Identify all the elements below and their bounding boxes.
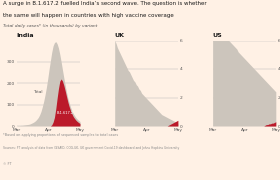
Text: Sources: FT analysis of data from GISAID, COG-UK, UK government Covid-19 dashboa: Sources: FT analysis of data from GISAID… [3,146,179,150]
Text: Total: Total [33,90,42,94]
Text: UK: UK [115,33,125,38]
Text: India: India [17,33,34,38]
Text: A surge in B.1.617.2 fuelled India’s second wave. The question is whether: A surge in B.1.617.2 fuelled India’s sec… [3,1,207,6]
Text: the same will happen in countries with high vaccine coverage: the same will happen in countries with h… [3,13,174,18]
Text: US: US [213,33,222,38]
Text: © FT: © FT [3,162,12,166]
Text: *Based on applying proportions of sequenced samples to total cases: *Based on applying proportions of sequen… [3,133,118,137]
Text: B.1.617.2: B.1.617.2 [57,111,74,115]
Text: Total daily cases* (in thousands) by variant: Total daily cases* (in thousands) by var… [3,24,98,28]
